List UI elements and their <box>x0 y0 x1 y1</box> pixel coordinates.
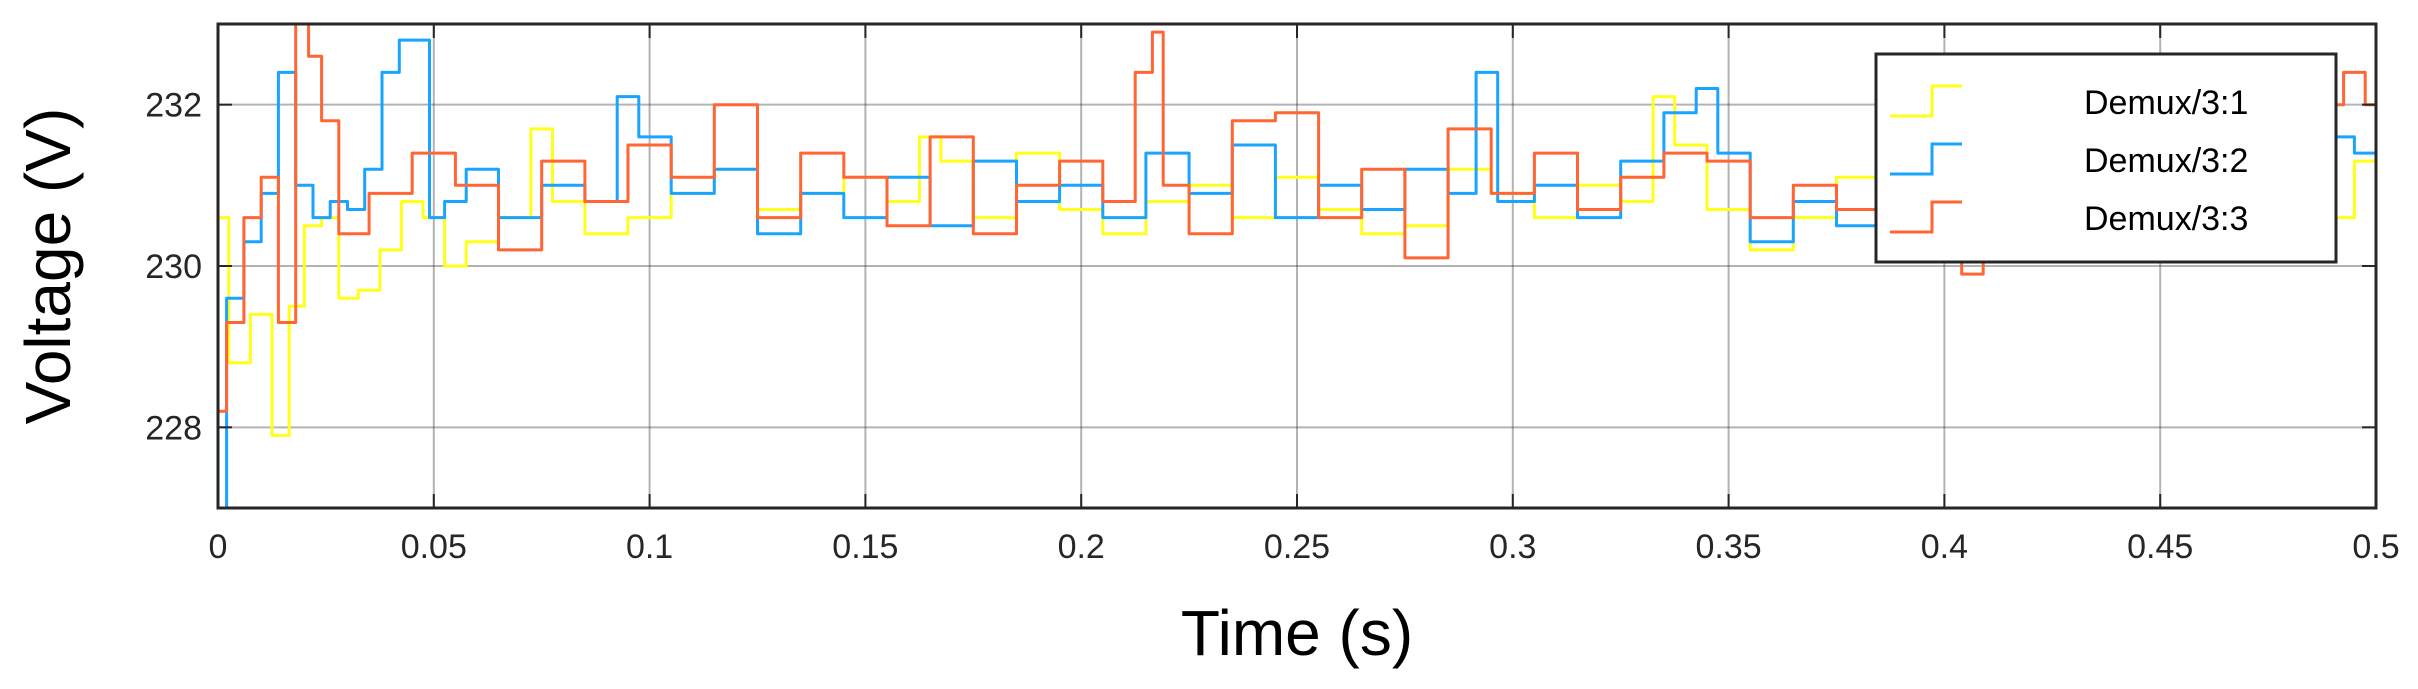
x-tick-label: 0 <box>209 528 228 566</box>
legend-swatch <box>1890 200 1962 234</box>
y-axis-title: Voltage (V) <box>12 108 84 425</box>
legend-box <box>1874 52 2338 264</box>
x-tick-label: 0.15 <box>832 528 898 566</box>
y-tick-label: 228 <box>145 409 202 447</box>
y-axis-ticks: 228 230 232 <box>145 87 2376 447</box>
y-tick-label: 232 <box>145 87 202 125</box>
x-tick-label: 0.45 <box>2127 528 2193 566</box>
x-tick-label: 0.2 <box>1058 528 1105 566</box>
x-tick-label: 0.05 <box>401 528 467 566</box>
x-tick-label: 0.4 <box>1921 528 1968 566</box>
x-tick-label: 0.25 <box>1264 528 1330 566</box>
legend-swatch <box>1890 84 1962 118</box>
x-tick-label: 0.5 <box>2352 528 2399 566</box>
legend: Demux/3:1 Demux/3:2 Demux/3:3 <box>1874 52 2338 264</box>
x-tick-label: 0.3 <box>1489 528 1536 566</box>
legend-label: Demux/3:3 <box>2084 200 2248 238</box>
x-tick-label: 0.35 <box>1696 528 1762 566</box>
x-axis-ticks: 0 0.05 0.1 0.15 0.2 0.25 0.3 0.35 0.4 0.45 0.5 <box>209 24 2400 566</box>
legend-swatch <box>1890 142 1962 176</box>
x-tick-label: 0.1 <box>626 528 673 566</box>
x-axis-title: Time (s) <box>1181 597 1413 669</box>
legend-entry: Demux/3:2 <box>1890 142 2248 180</box>
legend-entry: Demux/3:1 <box>1890 84 2248 122</box>
legend-label: Demux/3:1 <box>2084 84 2248 122</box>
y-tick-label: 230 <box>145 248 202 286</box>
legend-entry: Demux/3:3 <box>1890 200 2248 238</box>
legend-label: Demux/3:2 <box>2084 142 2248 180</box>
